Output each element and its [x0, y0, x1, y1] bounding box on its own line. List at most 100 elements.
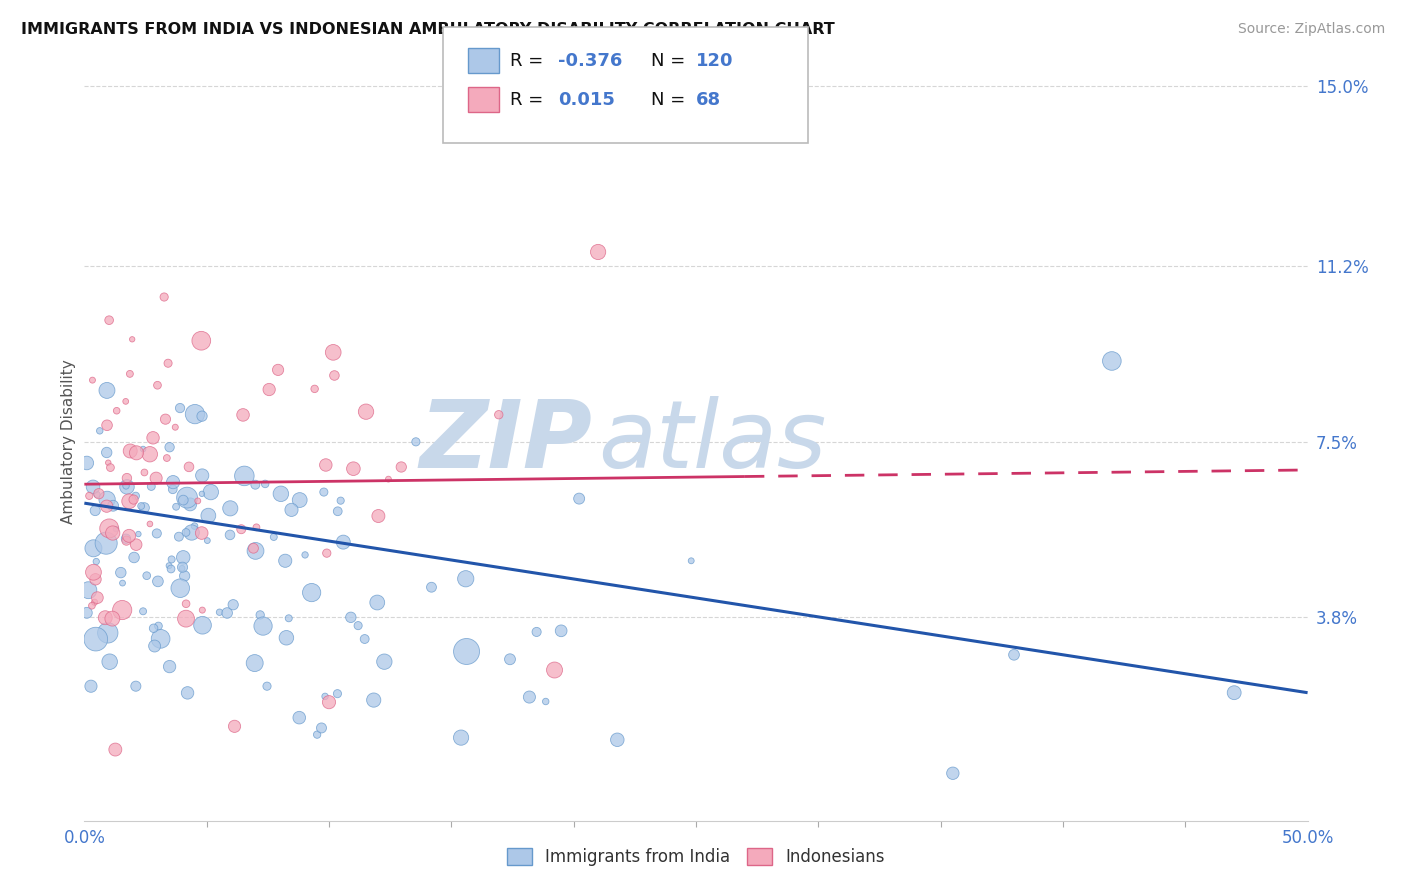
Point: [146, 378, 169, 392]
Point: [245, 477, 267, 491]
Text: R =: R =: [510, 91, 550, 109]
Point: [208, 605, 231, 619]
Point: [84, 503, 107, 517]
Point: [231, 522, 253, 536]
Point: [97, 456, 120, 470]
Point: [149, 632, 172, 646]
Point: [125, 538, 148, 552]
Point: [98, 313, 121, 327]
Point: [82, 373, 104, 387]
Point: [534, 694, 557, 708]
Text: IMMIGRANTS FROM INDIA VS INDONESIAN AMBULATORY DISABILITY CORRELATION CHART: IMMIGRANTS FROM INDIA VS INDONESIAN AMBU…: [21, 22, 835, 37]
Point: [160, 552, 183, 566]
Point: [288, 493, 311, 508]
Point: [190, 334, 212, 348]
Point: [176, 686, 198, 700]
Point: [111, 576, 134, 591]
Point: [96, 445, 118, 459]
Point: [184, 407, 207, 421]
Point: [454, 572, 477, 586]
Point: [135, 568, 157, 582]
Point: [1223, 686, 1246, 700]
Point: [82, 480, 104, 494]
Point: [326, 504, 349, 518]
Point: [83, 595, 105, 609]
Point: [162, 482, 184, 496]
Point: [122, 550, 145, 565]
Point: [276, 631, 298, 645]
Point: [139, 447, 162, 461]
Point: [111, 603, 134, 617]
Point: [280, 503, 302, 517]
Point: [127, 527, 149, 541]
Point: [420, 580, 443, 594]
Point: [318, 695, 340, 709]
Point: [86, 487, 108, 501]
Point: [142, 431, 165, 445]
Point: [89, 424, 111, 438]
Point: [174, 525, 197, 540]
Point: [195, 533, 218, 548]
Point: [98, 655, 121, 669]
Point: [450, 731, 472, 745]
Point: [254, 477, 277, 491]
Point: [82, 541, 104, 556]
Point: [332, 535, 354, 549]
Point: [84, 632, 107, 647]
Point: [373, 655, 395, 669]
Point: [177, 459, 200, 474]
Point: [172, 560, 194, 574]
Point: [159, 659, 181, 673]
Point: [143, 639, 166, 653]
Point: [249, 607, 271, 622]
Point: [125, 489, 148, 503]
Point: [191, 618, 214, 632]
Point: [100, 460, 122, 475]
Point: [134, 466, 156, 480]
Point: [200, 485, 222, 500]
Point: [304, 382, 326, 396]
Point: [219, 528, 242, 542]
Point: [77, 583, 100, 598]
Point: [165, 420, 187, 434]
Point: [550, 624, 572, 638]
Point: [98, 521, 121, 535]
Point: [76, 606, 98, 620]
Point: [105, 522, 128, 536]
Point: [681, 554, 703, 568]
Point: [257, 383, 280, 397]
Point: [366, 595, 388, 609]
Text: 0.015: 0.015: [558, 91, 614, 109]
Point: [114, 394, 136, 409]
Point: [606, 732, 628, 747]
Point: [172, 561, 194, 575]
Point: [543, 663, 565, 677]
Text: R =: R =: [510, 52, 550, 70]
Point: [145, 471, 167, 485]
Point: [148, 619, 170, 633]
Point: [307, 728, 329, 742]
Point: [142, 621, 165, 635]
Point: [125, 679, 148, 693]
Point: [389, 460, 412, 475]
Point: [105, 403, 128, 417]
Point: [96, 384, 118, 398]
Point: [146, 526, 169, 541]
Point: [115, 480, 138, 494]
Point: [233, 469, 256, 483]
Point: [173, 569, 195, 583]
Point: [84, 572, 107, 586]
Point: [169, 401, 191, 415]
Point: [191, 603, 214, 617]
Point: [156, 450, 179, 465]
Point: [526, 624, 548, 639]
Point: [87, 486, 110, 500]
Point: [252, 619, 274, 633]
Text: -0.376: -0.376: [558, 52, 623, 70]
Point: [245, 544, 267, 558]
Point: [129, 499, 152, 513]
Legend: Immigrants from India, Indonesians: Immigrants from India, Indonesians: [501, 841, 891, 873]
Point: [187, 494, 209, 508]
Point: [263, 530, 285, 544]
Point: [160, 562, 183, 576]
